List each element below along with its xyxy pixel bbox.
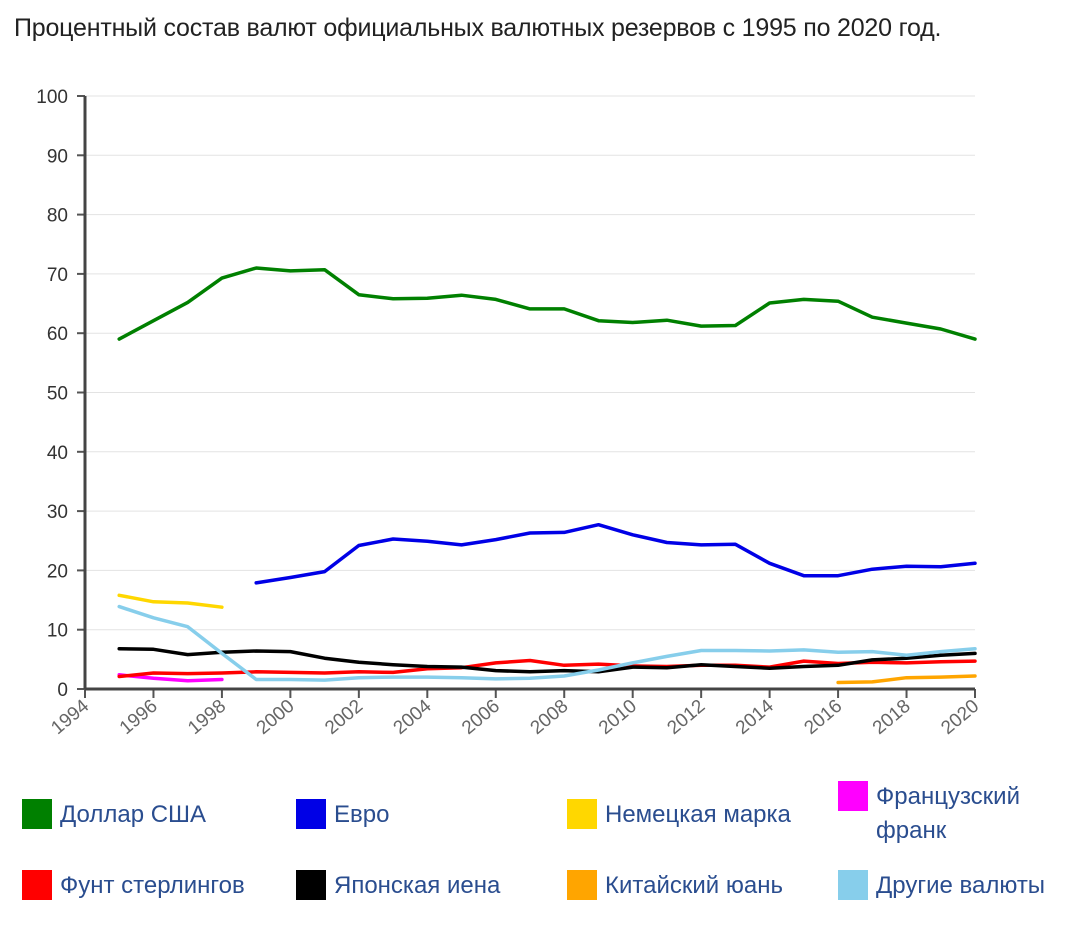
legend-swatch-other (838, 870, 868, 900)
series-line-0 (117, 266, 977, 341)
x-tick-label-2002: 2002 (321, 696, 367, 739)
x-tick-label-1998: 1998 (184, 696, 230, 739)
x-tick-label-2010: 2010 (595, 696, 641, 739)
x-tick-label-1994: 1994 (47, 695, 93, 739)
legend-item-usd[interactable]: Доллар США (22, 798, 206, 832)
x-tick-label-2006: 2006 (458, 696, 504, 739)
legend-label-usd: Доллар США (60, 801, 207, 828)
y-tick-label-50: 50 (47, 384, 68, 405)
grid-lines (85, 95, 975, 631)
x-tick-label-2014: 2014 (732, 695, 778, 739)
legend-label-other: Другие валюты (876, 872, 1046, 899)
legend-item-jpy[interactable]: Японская иена (296, 869, 500, 903)
legend-label-eur: Евро (334, 801, 390, 828)
x-tick-label-1996: 1996 (116, 696, 162, 739)
y-tick-label-10: 10 (47, 621, 68, 642)
y-tick-label-100: 100 (36, 87, 68, 108)
series-line-4 (117, 658, 977, 679)
series-line-3 (117, 673, 224, 683)
series-line-1 (254, 522, 977, 585)
x-tick-label-2018: 2018 (869, 696, 915, 739)
x-tick-label-2000: 2000 (253, 696, 299, 739)
legend-item-other[interactable]: Другие валюты (838, 869, 1045, 903)
legend-swatch-usd (22, 799, 52, 829)
x-tick-label-2008: 2008 (527, 696, 573, 739)
y-tick-label-30: 30 (47, 502, 68, 523)
series-line-5 (117, 646, 977, 674)
legend-label-cny: Китайский юань (605, 872, 783, 899)
chart-title: Процентный состав валют официальных валю… (14, 14, 942, 42)
legend-swatch-gbp (22, 870, 52, 900)
x-tick-label-2012: 2012 (663, 696, 709, 739)
y-tick-label-40: 40 (47, 443, 68, 464)
legend-item-gbp[interactable]: Фунт стерлингов (22, 869, 245, 903)
line-chart: 0 10 20 30 40 50 60 70 80 90 100 1994 1996 1998 2000 2… (36, 87, 983, 739)
x-axis-ticks: 1994 1996 1998 2000 2002 2004 2006 2008 2010 2012… (47, 689, 983, 739)
series-lines (117, 266, 977, 685)
series-line-7 (117, 604, 977, 682)
y-tick-label-0: 0 (57, 680, 68, 701)
y-axis-ticks: 0 10 20 30 40 50 60 70 80 90 100 (36, 87, 85, 701)
axes (83, 96, 975, 691)
y-tick-label-20: 20 (47, 561, 68, 582)
legend-swatch-eur (296, 799, 326, 829)
y-tick-label-90: 90 (47, 146, 68, 167)
legend-item-eur[interactable]: Евро (296, 798, 389, 832)
legend-item-frf[interactable]: Французский франк (838, 780, 1076, 848)
x-tick-label-2004: 2004 (390, 695, 436, 739)
series-line-2 (117, 593, 224, 609)
legend-label-gbp: Фунт стерлингов (60, 872, 245, 899)
series-line-6 (836, 674, 977, 685)
legend-label-dem: Немецкая марка (605, 801, 791, 828)
legend-label-frf: Французский франк (876, 783, 1020, 844)
legend-swatch-cny (567, 870, 597, 900)
legend-swatch-jpy (296, 870, 326, 900)
legend-label-jpy: Японская иена (334, 872, 501, 899)
y-tick-label-80: 80 (47, 206, 68, 227)
legend-swatch-dem (567, 799, 597, 829)
legend-item-cny[interactable]: Китайский юань (567, 869, 783, 903)
y-tick-label-70: 70 (47, 265, 68, 286)
x-tick-label-2020: 2020 (937, 696, 983, 739)
y-tick-label-60: 60 (47, 324, 68, 345)
legend-item-dem[interactable]: Немецкая марка (567, 798, 791, 832)
legend: Доллар США Евро Немецкая марка Французск… (0, 780, 1080, 930)
legend-swatch-frf (838, 781, 868, 811)
x-tick-label-2016: 2016 (800, 696, 846, 739)
